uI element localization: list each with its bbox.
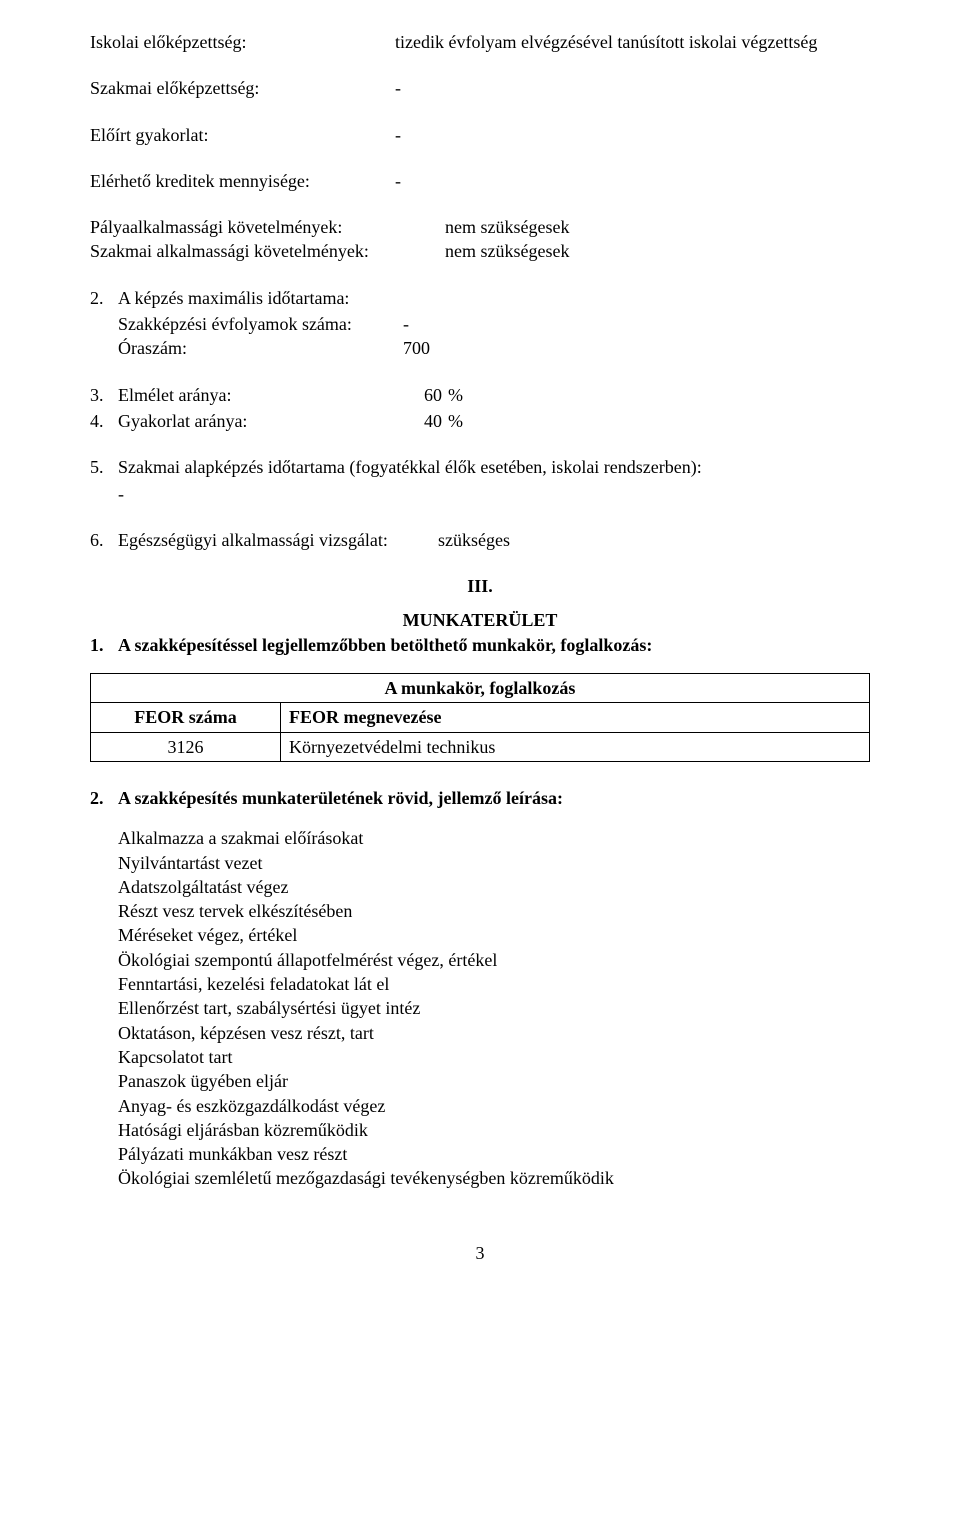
item-4-unit: % bbox=[448, 409, 463, 433]
section-roman: III. bbox=[90, 574, 870, 598]
desc-line: Alkalmazza a szakmai előírásokat bbox=[118, 826, 870, 850]
item-2-number: 2. bbox=[90, 286, 118, 310]
value-career-req: nem szükségesek bbox=[445, 215, 870, 239]
item-6-number: 6. bbox=[90, 528, 118, 552]
item-3-unit: % bbox=[448, 383, 463, 407]
item-5-number: 5. bbox=[90, 455, 118, 479]
label-aptitude-req: Szakmai alkalmassági követelmények: bbox=[90, 239, 445, 263]
desc-line: Panaszok ügyében eljár bbox=[118, 1069, 870, 1093]
description-list: Alkalmazza a szakmai előírásokat Nyilván… bbox=[90, 826, 870, 1190]
label-professional-prereq: Szakmai előképzettség: bbox=[90, 76, 395, 100]
item-4-value: 40 bbox=[393, 409, 448, 433]
section-heading-1-text: A szakképesítéssel legjellemzőbben betöl… bbox=[118, 633, 652, 657]
value-aptitude-req: nem szükségesek bbox=[445, 239, 870, 263]
item-3-label: Elmélet aránya: bbox=[118, 383, 393, 407]
desc-line: Nyilvántartást vezet bbox=[118, 851, 870, 875]
desc-line: Anyag- és eszközgazdálkodást végez bbox=[118, 1094, 870, 1118]
row-credits: Elérhető kreditek mennyisége: - bbox=[90, 169, 870, 193]
label-practice: Előírt gyakorlat: bbox=[90, 123, 395, 147]
item-2: 2. A képzés maximális időtartama: Szakké… bbox=[90, 286, 870, 361]
item-3-number: 3. bbox=[90, 383, 118, 407]
item-3-value: 60 bbox=[393, 383, 448, 407]
page-number: 3 bbox=[90, 1241, 870, 1265]
table-row1-col1: 3126 bbox=[91, 732, 281, 761]
label-career-req: Pályaalkalmassági követelmények: bbox=[90, 215, 445, 239]
section-heading-2-text: A szakképesítés munkaterületének rövid, … bbox=[118, 786, 563, 810]
desc-line: Hatósági eljárásban közreműködik bbox=[118, 1118, 870, 1142]
row-aptitude-req: Szakmai alkalmassági követelmények: nem … bbox=[90, 239, 870, 263]
table-row1-col2: Környezetvédelmi technikus bbox=[281, 732, 870, 761]
item-5: 5. Szakmai alapképzés időtartama (fogyat… bbox=[90, 455, 870, 506]
label-credits: Elérhető kreditek mennyisége: bbox=[90, 169, 395, 193]
item-2-label: A képzés maximális időtartama: bbox=[118, 286, 349, 310]
items-3-4: 3. Elmélet aránya: 60 % 4. Gyakorlat ará… bbox=[90, 383, 870, 434]
item-6: 6. Egészségügyi alkalmassági vizsgálat: … bbox=[90, 528, 870, 552]
table-header-col2: FEOR megnevezése bbox=[281, 703, 870, 732]
value-credits: - bbox=[395, 169, 870, 193]
desc-line: Oktatáson, képzésen vesz részt, tart bbox=[118, 1021, 870, 1045]
value-school-prereq: tizedik évfolyam elvégzésével tanúsított… bbox=[395, 30, 870, 54]
item-4-label: Gyakorlat aránya: bbox=[118, 409, 393, 433]
table-caption: A munkakör, foglalkozás bbox=[91, 674, 870, 703]
item-6-label: Egészségügyi alkalmassági vizsgálat: bbox=[118, 528, 438, 552]
section-heading-2: 2. A szakképesítés munkaterületének rövi… bbox=[90, 786, 870, 810]
desc-line: Ökológiai szemléletű mezőgazdasági tevék… bbox=[118, 1166, 870, 1190]
item-5-text: Szakmai alapképzés időtartama (fogyatékk… bbox=[118, 455, 702, 479]
desc-line: Fenntartási, kezelési feladatokat lát el bbox=[118, 972, 870, 996]
item-4-number: 4. bbox=[90, 409, 118, 433]
desc-line: Kapcsolatot tart bbox=[118, 1045, 870, 1069]
item-5-value: - bbox=[118, 482, 870, 506]
item-2-sub2-label: Óraszám: bbox=[118, 336, 393, 360]
item-2-sub1-label: Szakképzési évfolyamok száma: bbox=[118, 312, 393, 336]
desc-line: Méréseket végez, értékel bbox=[118, 923, 870, 947]
table-header-col1: FEOR száma bbox=[91, 703, 281, 732]
row-practice: Előírt gyakorlat: - bbox=[90, 123, 870, 147]
row-school-prereq: Iskolai előképzettség: tizedik évfolyam … bbox=[90, 30, 870, 54]
section-title: MUNKATERÜLET bbox=[90, 608, 870, 632]
item-6-value: szükséges bbox=[438, 528, 510, 552]
section-heading-1: 1. A szakképesítéssel legjellemzőbben be… bbox=[90, 633, 870, 657]
desc-line: Adatszolgáltatást végez bbox=[118, 875, 870, 899]
item-2-sub1-value: - bbox=[393, 312, 409, 336]
label-school-prereq: Iskolai előképzettség: bbox=[90, 30, 395, 54]
value-practice: - bbox=[395, 123, 870, 147]
row-career-req: Pályaalkalmassági követelmények: nem szü… bbox=[90, 215, 870, 239]
value-professional-prereq: - bbox=[395, 76, 870, 100]
feor-table: A munkakör, foglalkozás FEOR száma FEOR … bbox=[90, 673, 870, 762]
desc-line: Ellenőrzést tart, szabálysértési ügyet i… bbox=[118, 996, 870, 1020]
desc-line: Részt vesz tervek elkészítésében bbox=[118, 899, 870, 923]
desc-line: Ökológiai szempontú állapotfelmérést vég… bbox=[118, 948, 870, 972]
desc-line: Pályázati munkákban vesz részt bbox=[118, 1142, 870, 1166]
section-heading-2-num: 2. bbox=[90, 786, 118, 810]
section-heading-1-num: 1. bbox=[90, 633, 118, 657]
item-2-sub2-value: 700 bbox=[393, 336, 430, 360]
row-professional-prereq: Szakmai előképzettség: - bbox=[90, 76, 870, 100]
